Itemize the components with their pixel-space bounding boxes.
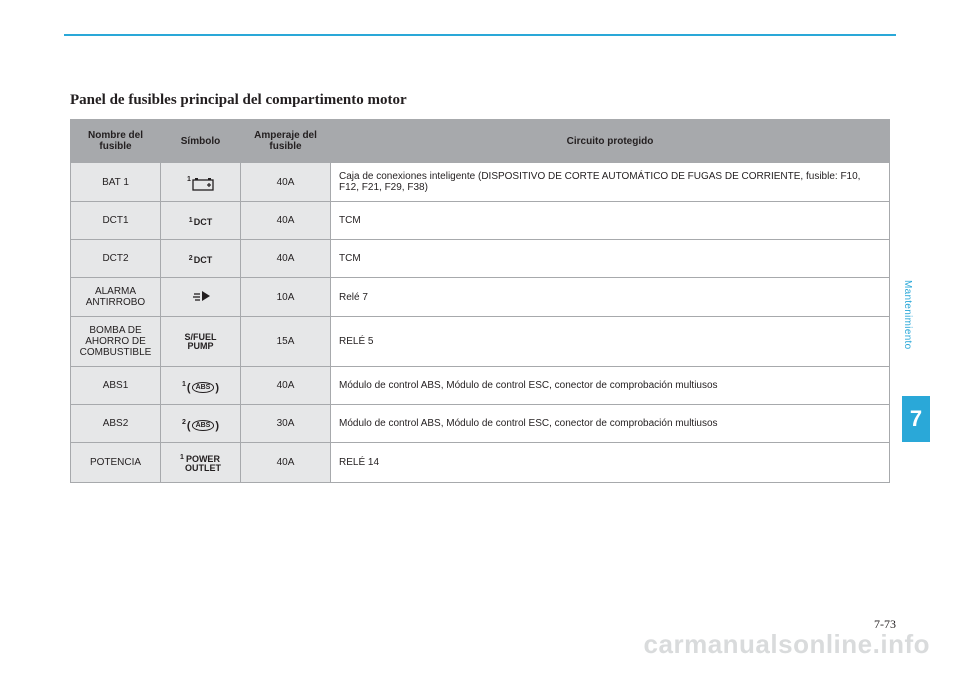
fuse-table: Nombre del fusible Símbolo Amperaje del … bbox=[70, 119, 890, 483]
section-title: Panel de fusibles principal del comparti… bbox=[70, 92, 890, 109]
fuse-amperage: 40A bbox=[241, 367, 331, 405]
col-header-amp: Amperaje del fusible bbox=[241, 120, 331, 163]
table-row: POTENCIA 1POWEROUTLET 40A RELÉ 14 bbox=[71, 443, 890, 483]
fuse-circuit: RELÉ 14 bbox=[331, 443, 890, 483]
fuse-amperage: 10A bbox=[241, 278, 331, 317]
side-tab: Mantenimiento bbox=[902, 280, 922, 350]
fuse-name: ABS2 bbox=[71, 405, 161, 443]
fuse-circuit: Módulo de control ABS, Módulo de control… bbox=[331, 367, 890, 405]
table-header-row: Nombre del fusible Símbolo Amperaje del … bbox=[71, 120, 890, 163]
fuse-amperage: 40A bbox=[241, 240, 331, 278]
fuse-name: DCT2 bbox=[71, 240, 161, 278]
header-rule bbox=[64, 34, 896, 36]
fuse-name: BOMBA DE AHORRO DE COMBUSTIBLE bbox=[71, 317, 161, 367]
table-row: DCT1 1DCT 40A TCM bbox=[71, 202, 890, 240]
table-row: BOMBA DE AHORRO DE COMBUSTIBLE S/FUELPUM… bbox=[71, 317, 890, 367]
table-row: BAT 1 1 40A Caja de conexiones inteligen… bbox=[71, 163, 890, 202]
fuse-circuit: RELÉ 5 bbox=[331, 317, 890, 367]
fuse-amperage: 15A bbox=[241, 317, 331, 367]
table-row: ABS1 1(ABS) 40A Módulo de control ABS, M… bbox=[71, 367, 890, 405]
fuse-circuit: TCM bbox=[331, 202, 890, 240]
fuse-symbol: 1DCT bbox=[161, 202, 241, 240]
col-header-circuit: Circuito protegido bbox=[331, 120, 890, 163]
content-area: Panel de fusibles principal del comparti… bbox=[70, 92, 890, 483]
fuse-symbol: 2DCT bbox=[161, 240, 241, 278]
watermark: carmanualsonline.info bbox=[644, 629, 930, 660]
col-header-symbol: Símbolo bbox=[161, 120, 241, 163]
fuse-symbol bbox=[161, 278, 241, 317]
fuse-circuit: Relé 7 bbox=[331, 278, 890, 317]
fuse-amperage: 30A bbox=[241, 405, 331, 443]
fuse-name: DCT1 bbox=[71, 202, 161, 240]
fuse-amperage: 40A bbox=[241, 163, 331, 202]
side-chapter-badge: 7 bbox=[902, 396, 930, 442]
fuse-name: BAT 1 bbox=[71, 163, 161, 202]
fuse-name: POTENCIA bbox=[71, 443, 161, 483]
fuse-amperage: 40A bbox=[241, 443, 331, 483]
table-row: ABS2 2(ABS) 30A Módulo de control ABS, M… bbox=[71, 405, 890, 443]
col-header-name: Nombre del fusible bbox=[71, 120, 161, 163]
fuse-circuit: Caja de conexiones inteligente (DISPOSIT… bbox=[331, 163, 890, 202]
fuse-circuit: Módulo de control ABS, Módulo de control… bbox=[331, 405, 890, 443]
fuse-circuit: TCM bbox=[331, 240, 890, 278]
fuse-symbol: S/FUELPUMP bbox=[161, 317, 241, 367]
fuse-symbol: 2(ABS) bbox=[161, 405, 241, 443]
side-section-label: Mantenimiento bbox=[902, 280, 913, 350]
fuse-symbol: 1 bbox=[161, 163, 241, 202]
table-row: ALARMA ANTIRROBO 10A Relé 7 bbox=[71, 278, 890, 317]
fuse-name: ALARMA ANTIRROBO bbox=[71, 278, 161, 317]
fuse-name: ABS1 bbox=[71, 367, 161, 405]
table-row: DCT2 2DCT 40A TCM bbox=[71, 240, 890, 278]
fuse-symbol: 1POWEROUTLET bbox=[161, 443, 241, 483]
fuse-symbol: 1(ABS) bbox=[161, 367, 241, 405]
fuse-amperage: 40A bbox=[241, 202, 331, 240]
